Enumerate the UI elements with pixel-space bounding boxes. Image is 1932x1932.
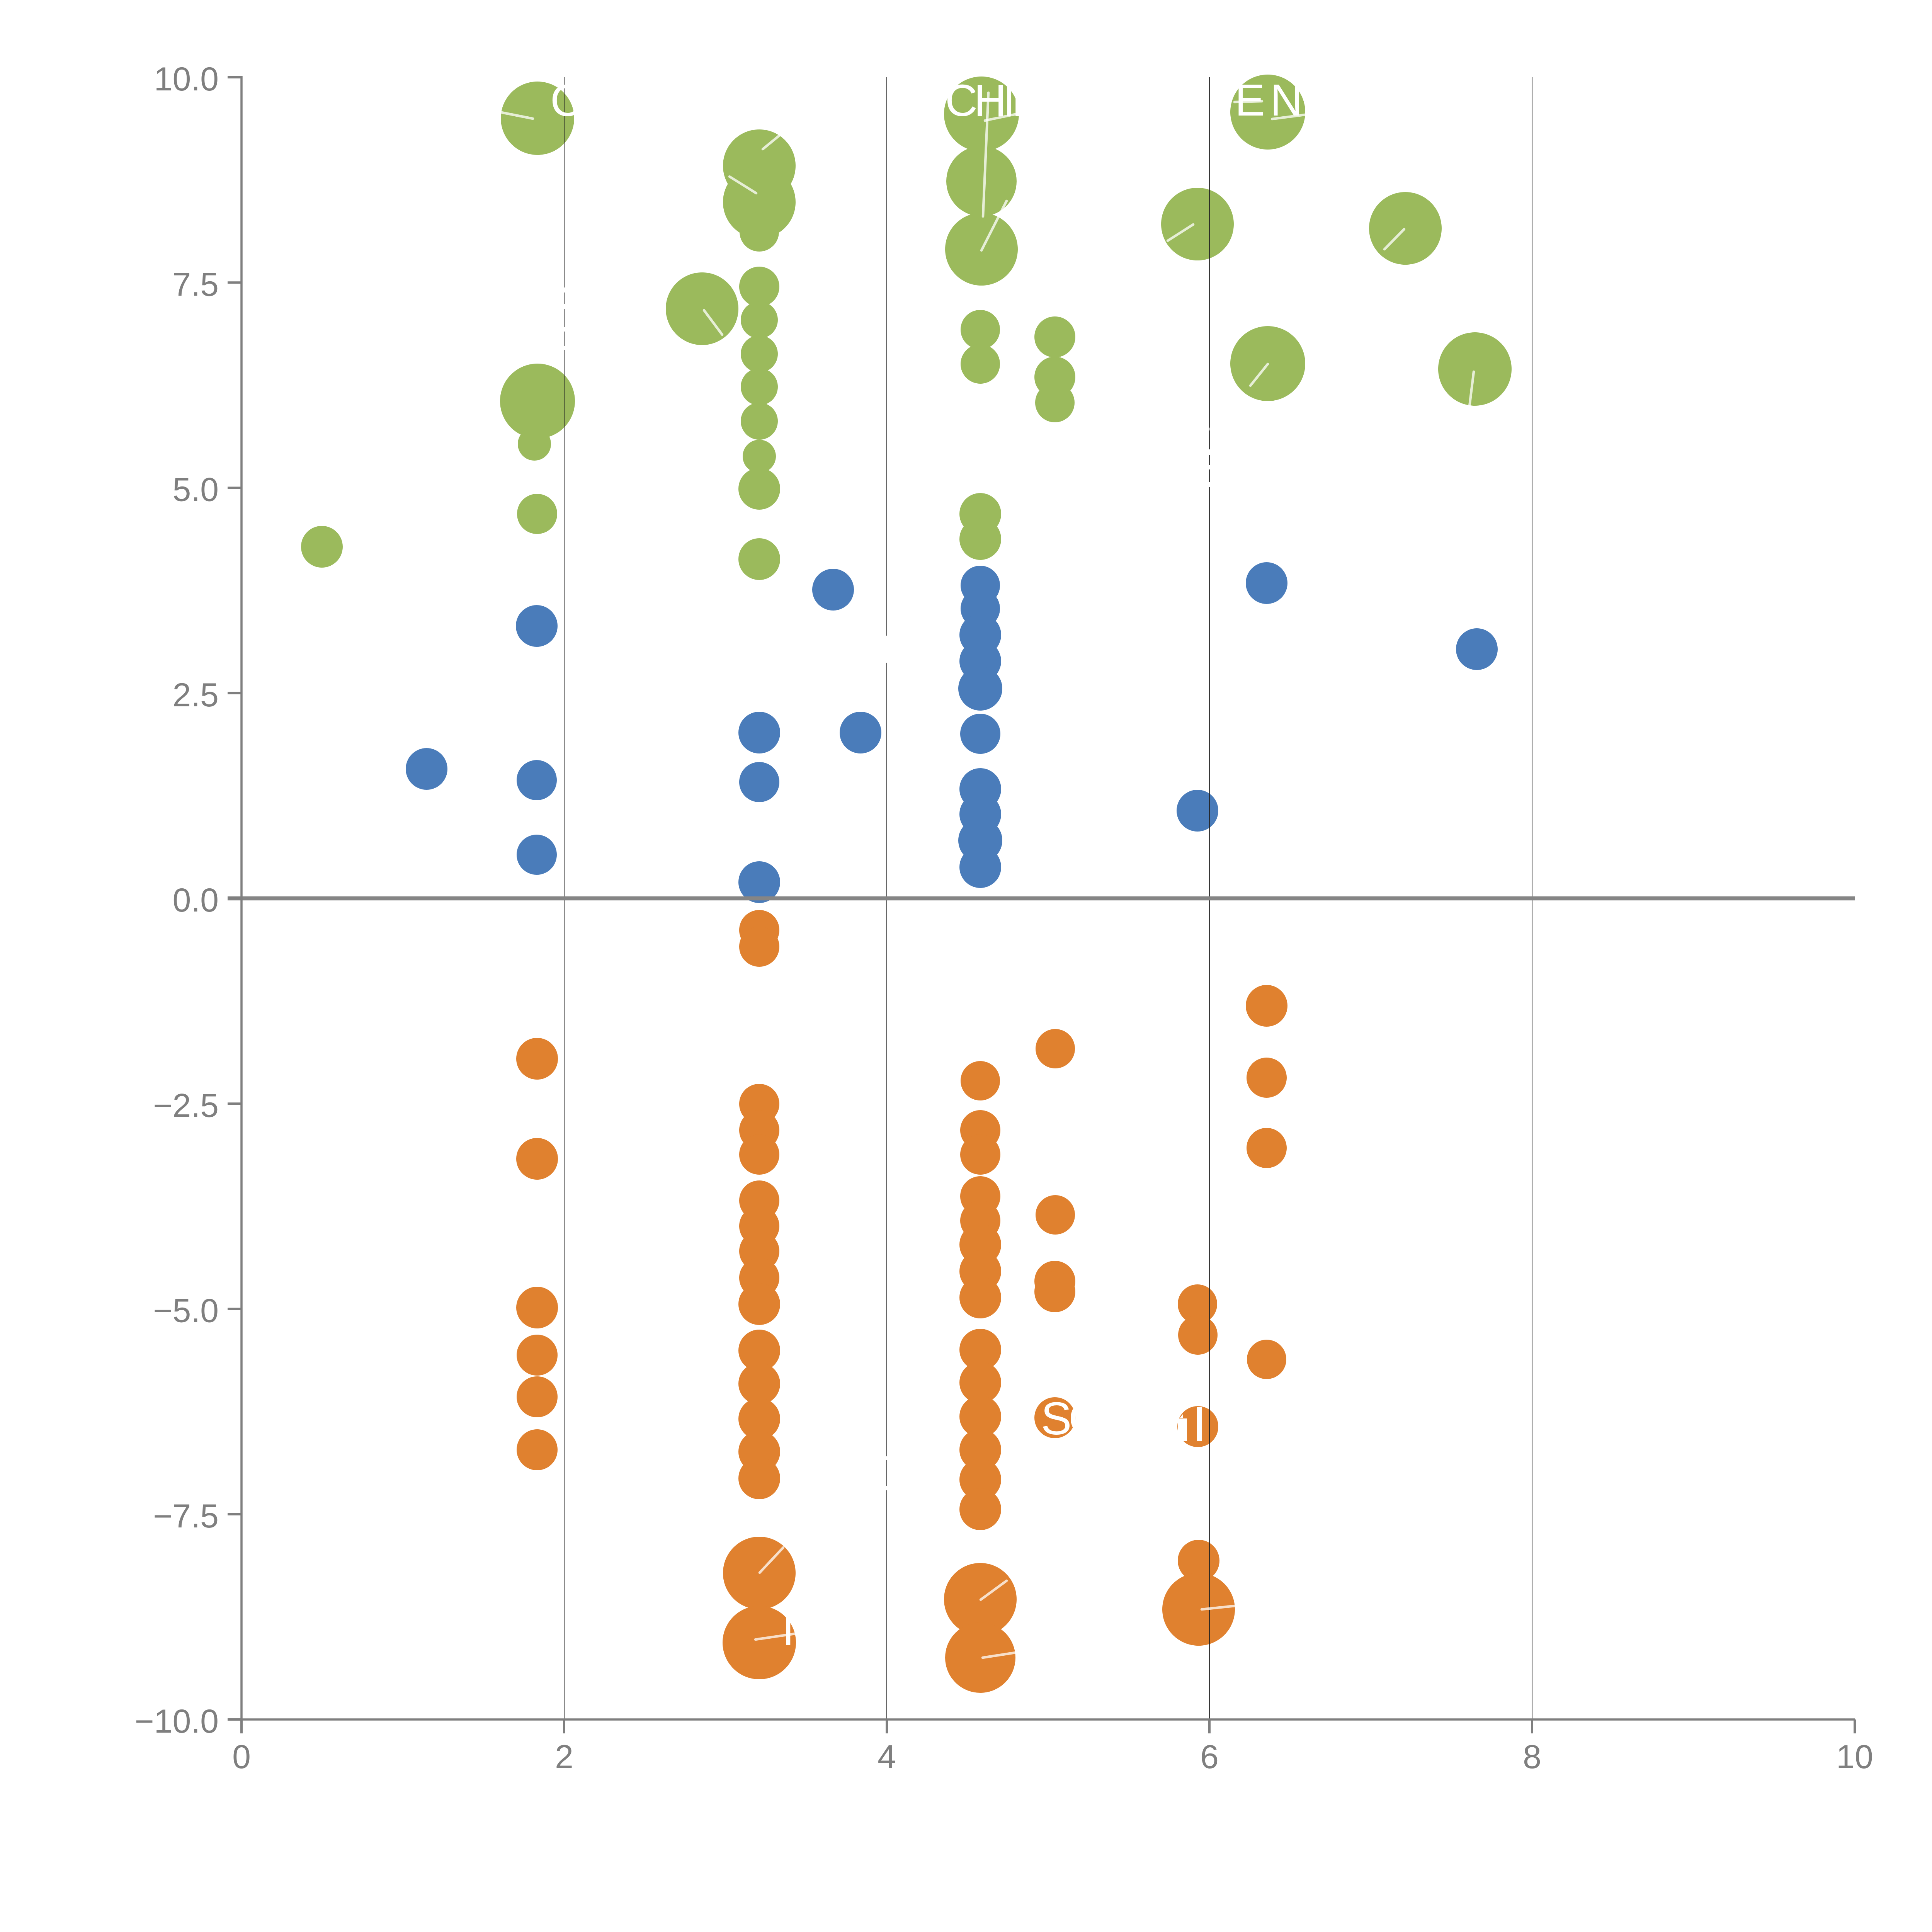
- svg-text:SO: SO: [1041, 1393, 1102, 1444]
- svg-text:0.0: 0.0: [172, 882, 219, 919]
- svg-text:N: N: [782, 1598, 820, 1656]
- svg-text:−2.5: −2.5: [153, 1087, 219, 1124]
- svg-text:−10.0: −10.0: [134, 1703, 219, 1740]
- svg-text:7.5: 7.5: [172, 266, 219, 303]
- svg-text:5.0: 5.0: [172, 471, 219, 509]
- svg-text:CHIN: CHIN: [945, 75, 1041, 126]
- svg-text:C: C: [550, 75, 583, 126]
- svg-text:2: 2: [555, 1738, 573, 1776]
- svg-text:−7.5: −7.5: [153, 1498, 219, 1535]
- svg-text:10: 10: [1836, 1738, 1873, 1776]
- svg-text:10.0: 10.0: [154, 61, 219, 98]
- svg-text:6: 6: [1200, 1738, 1219, 1776]
- svg-text:0: 0: [232, 1738, 251, 1776]
- svg-text:8: 8: [1523, 1738, 1541, 1776]
- svg-text:−5.0: −5.0: [153, 1293, 219, 1330]
- svg-text:4: 4: [878, 1738, 896, 1776]
- svg-text:EN: EN: [1235, 75, 1308, 125]
- svg-text:2.5: 2.5: [172, 677, 219, 714]
